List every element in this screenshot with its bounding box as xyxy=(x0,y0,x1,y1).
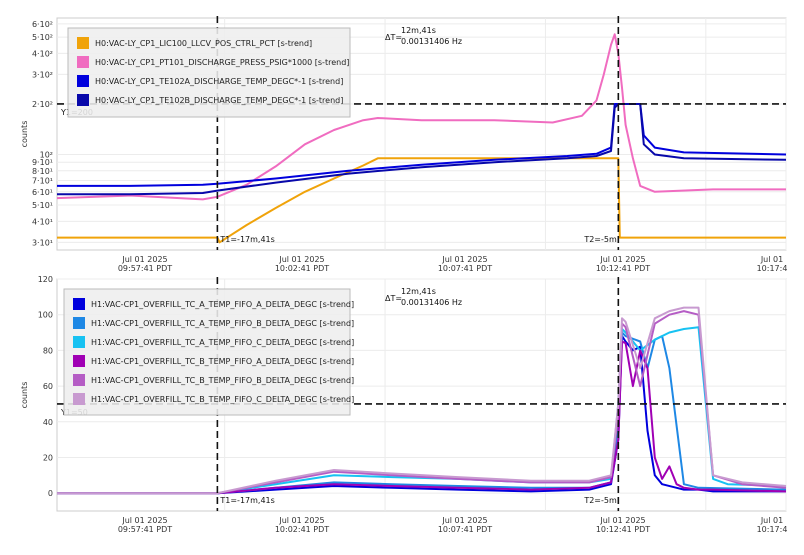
legend-label: H0:VAC-LY_CP1_TE102A_DISCHARGE_TEMP_DEGC… xyxy=(95,77,343,86)
legend-box xyxy=(67,27,351,118)
x-tick-label: Jul 01 xyxy=(760,255,783,264)
delta-time: 12m,41s xyxy=(401,26,436,35)
y-tick-label: 9·10¹ xyxy=(32,158,53,167)
legend-box xyxy=(63,288,351,416)
t1-cursor-label: T1=-17m,41s xyxy=(219,496,274,505)
legend-swatch xyxy=(73,374,85,386)
y-tick-label: 2·10² xyxy=(32,100,53,109)
series-line xyxy=(57,306,787,495)
y-tick-label: 20 xyxy=(43,453,53,462)
legend-swatch xyxy=(77,56,89,68)
legend-swatch xyxy=(73,317,85,329)
legend-label: H0:VAC-LY_CP1_PT101_DISCHARGE_PRESS_PSIG… xyxy=(95,58,349,67)
x-tick-label: Jul 01 2025 xyxy=(441,255,487,264)
series-line xyxy=(57,335,786,495)
x-tick-label: Jul 01 2025 xyxy=(441,516,487,525)
legend-swatch xyxy=(77,37,89,49)
legend-label: H1:VAC-CP1_OVERFILL_TC_B_TEMP_FIFO_B_DEL… xyxy=(91,376,354,385)
delta-time: 12m,41s xyxy=(401,287,436,296)
series-line xyxy=(57,103,787,187)
legend-label: H1:VAC-CP1_OVERFILL_TC_B_TEMP_FIFO_C_DEL… xyxy=(91,395,354,404)
delta-prefix: ΔT= xyxy=(385,294,402,303)
t2-cursor-label: T2=-5m xyxy=(583,235,617,244)
y-tick-label: 80 xyxy=(43,346,53,355)
y-tick-label: 6·10² xyxy=(32,20,53,29)
t1-cursor-label: T1=-17m,41s xyxy=(219,235,274,244)
y-tick-label: 40 xyxy=(43,418,53,427)
y-axis-label: counts xyxy=(20,121,29,148)
x-tick-label: Jul 01 2025 xyxy=(121,255,167,264)
x-tick-label: Jul 01 2025 xyxy=(599,255,645,264)
x-tick-label: 10:17:4 xyxy=(757,525,788,534)
x-tick-label: 10:12:41 PDT xyxy=(596,264,650,273)
x-tick-label: 10:12:41 PDT xyxy=(596,525,650,534)
legend-swatch xyxy=(73,355,85,367)
x-tick-label: Jul 01 2025 xyxy=(121,516,167,525)
y-tick-label: 10² xyxy=(40,151,53,160)
legend-swatch xyxy=(77,94,89,106)
y-tick-label: 3·10¹ xyxy=(32,238,53,247)
x-tick-label: Jul 01 2025 xyxy=(599,516,645,525)
y-tick-label: 5·10¹ xyxy=(32,201,53,210)
legend-swatch xyxy=(73,298,85,310)
y-tick-label: 5·10² xyxy=(32,33,53,42)
y-tick-label: 3·10² xyxy=(32,70,53,79)
legend-label: H0:VAC-LY_CP1_TE102B_DISCHARGE_TEMP_DEGC… xyxy=(95,96,343,105)
delta-frequency: 0.00131406 Hz xyxy=(401,298,462,307)
series-line xyxy=(57,340,787,495)
series-line xyxy=(57,157,786,244)
y-tick-label: 60 xyxy=(43,382,53,391)
y-tick-label: 4·10¹ xyxy=(32,217,53,226)
x-tick-label: Jul 01 2025 xyxy=(278,255,324,264)
x-tick-label: 10:07:41 PDT xyxy=(438,525,492,534)
y-tick-label: 0 xyxy=(48,489,53,498)
legend-label: H1:VAC-CP1_OVERFILL_TC_B_TEMP_FIFO_A_DEL… xyxy=(91,357,354,366)
t2-cursor-label: T2=-5m xyxy=(583,496,617,505)
legend-swatch xyxy=(77,75,89,87)
y-tick-label: 7·10¹ xyxy=(32,177,53,186)
y-axis-label: counts xyxy=(20,382,29,409)
legend-label: H1:VAC-CP1_OVERFILL_TC_A_TEMP_FIFO_A_DEL… xyxy=(91,300,354,309)
legend-label: H0:VAC-LY_CP1_LIC100_LLCV_POS_CTRL_PCT [… xyxy=(95,39,312,48)
delta-frequency: 0.00131406 Hz xyxy=(401,37,462,46)
legend-label: H1:VAC-CP1_OVERFILL_TC_A_TEMP_FIFO_C_DEL… xyxy=(91,338,354,347)
legend-swatch xyxy=(73,336,85,348)
series-line xyxy=(57,103,787,196)
legend-swatch xyxy=(73,393,85,405)
y-tick-label: 8·10¹ xyxy=(32,167,53,176)
series-line xyxy=(56,33,786,201)
y-tick-label: 4·10² xyxy=(32,49,53,58)
x-tick-label: Jul 01 2025 xyxy=(278,516,324,525)
x-tick-label: Jul 01 xyxy=(760,516,783,525)
x-tick-label: 09:57:41 PDT xyxy=(118,264,172,273)
y-tick-label: 6·10¹ xyxy=(32,188,53,197)
x-tick-label: 10:02:41 PDT xyxy=(275,525,329,534)
delta-prefix: ΔT= xyxy=(385,33,402,42)
legend-label: H1:VAC-CP1_OVERFILL_TC_A_TEMP_FIFO_B_DEL… xyxy=(91,319,354,328)
x-tick-label: 10:17:4 xyxy=(757,264,788,273)
y-tick-label: 120 xyxy=(38,275,53,284)
x-tick-label: 09:57:41 PDT xyxy=(118,525,172,534)
x-tick-label: 10:02:41 PDT xyxy=(275,264,329,273)
y-tick-label: 100 xyxy=(38,311,53,320)
x-tick-label: 10:07:41 PDT xyxy=(438,264,492,273)
